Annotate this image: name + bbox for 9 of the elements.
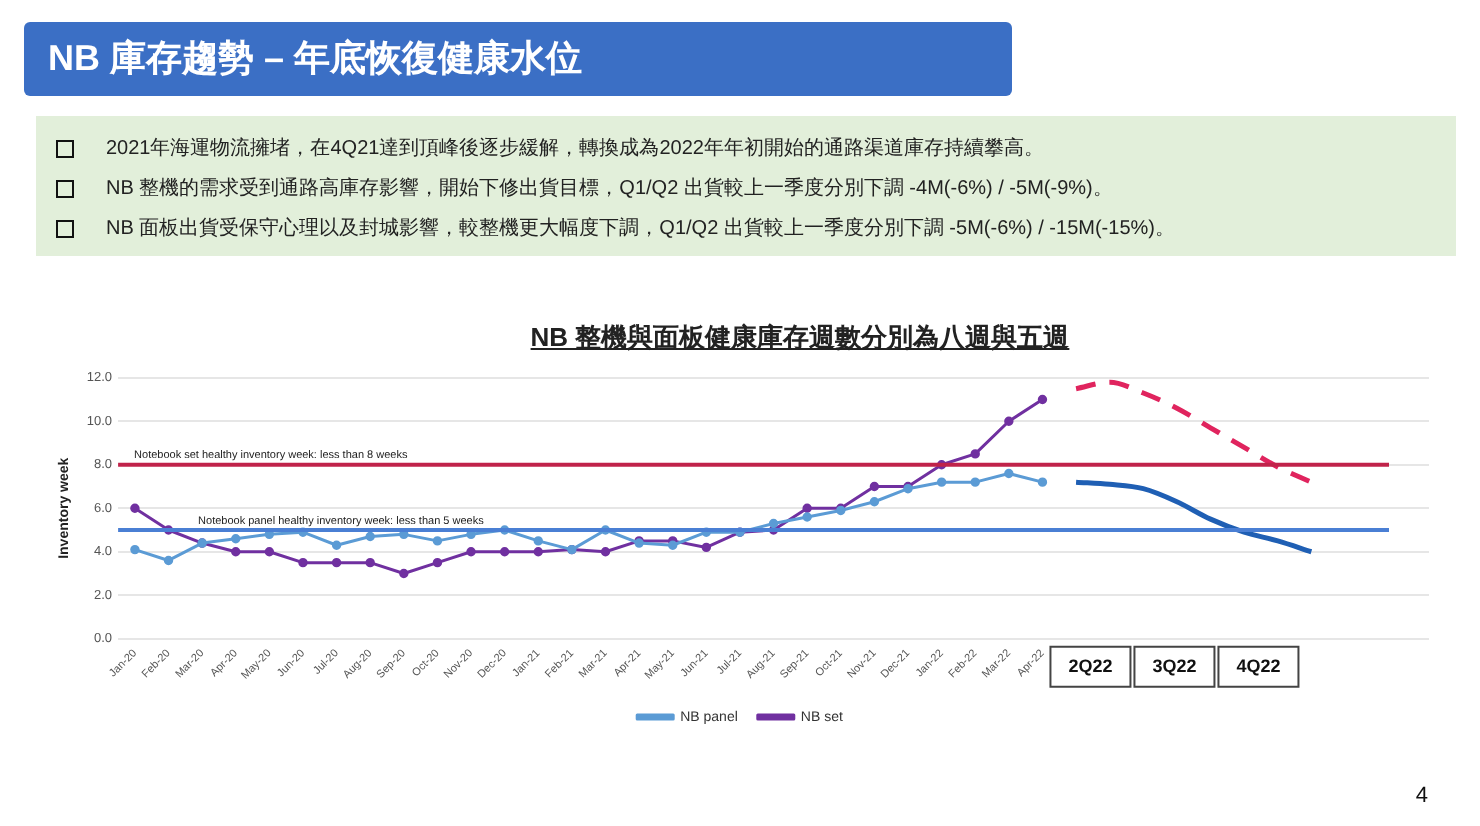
text: 2Q22 <box>1068 655 1113 676</box>
text: NB 面板出貨受保守心理以及封城影響，較整機更大幅度下調，Q1/Q2 出貨較上一季度分別下調 -5M(-6%) / -15M(-15%)。 <box>106 215 1175 242</box>
text: 4 <box>1415 784 1428 808</box>
text: 4Q22 <box>1236 655 1281 676</box>
text: 3Q22 <box>1152 655 1197 676</box>
chart-title: NB 庫存趨勢 – 年底恢復健康水位 <box>24 22 1012 96</box>
text: 2021年海運物流擁堵，在4Q21達到頂峰後逐步緩解，轉換成為2022年年初開始的通路渠道庫存持續攀高。 <box>106 135 1044 162</box>
chart-subtitle: NB 整機與面板健康庫存週數分別為八週與五週 <box>530 322 1070 352</box>
text: NB 整機的需求受到通路高庫存影響，開始下修出貨目標，Q1/Q2 出貨較上一季度分別下調 -4M(-6%) / -5M(-9%)。 <box>106 175 1113 202</box>
